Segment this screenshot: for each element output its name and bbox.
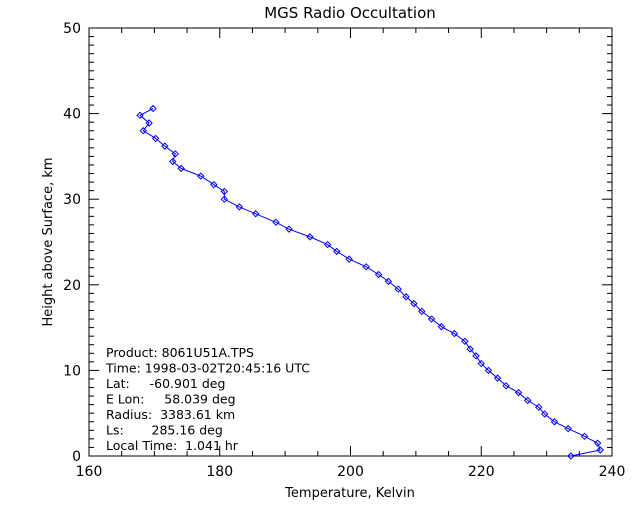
data-point <box>384 277 393 286</box>
data-point <box>523 396 532 405</box>
x-tick-label: 240 <box>599 464 626 480</box>
data-point <box>362 263 370 271</box>
data-point <box>161 142 169 150</box>
data-point <box>593 439 602 447</box>
y-tick-label: 0 <box>72 449 81 465</box>
data-point <box>151 134 160 143</box>
data-point <box>410 299 418 308</box>
y-tick-label: 10 <box>63 363 81 379</box>
info-annotation: Time: 1998-03-02T20:45:16 UTC <box>105 361 310 376</box>
data-point <box>418 307 426 316</box>
data-point <box>272 218 280 227</box>
data-point <box>402 293 410 301</box>
data-point <box>251 210 260 218</box>
data-point <box>220 195 229 203</box>
data-point <box>306 233 314 241</box>
data-point <box>149 104 157 113</box>
data-point <box>450 329 459 338</box>
info-annotation: Local Time: 1.041 hr <box>106 438 239 453</box>
x-tick-label: 180 <box>206 464 233 480</box>
data-point <box>285 225 293 233</box>
x-tick-label: 200 <box>337 464 364 480</box>
y-axis-label: Height above Surface, km <box>41 157 56 326</box>
data-point <box>596 446 604 454</box>
data-point <box>477 359 485 368</box>
data-point <box>502 382 510 390</box>
data-point <box>177 164 185 173</box>
data-point <box>567 452 575 460</box>
data-point <box>136 111 144 120</box>
chart-title: MGS Radio Occultation <box>264 4 436 22</box>
data-point <box>466 345 474 353</box>
info-annotation: E Lon: 58.039 deg <box>106 392 236 407</box>
data-point <box>333 247 341 256</box>
data-point <box>550 418 559 426</box>
data-point <box>427 315 436 323</box>
data-point <box>168 157 177 166</box>
data-point <box>197 172 205 180</box>
data-point <box>540 410 549 418</box>
data-point <box>220 187 229 196</box>
x-tick-label: 220 <box>468 464 495 480</box>
data-point <box>514 388 523 397</box>
data-point <box>345 255 353 263</box>
data-point <box>323 240 332 249</box>
data-point <box>484 366 493 375</box>
info-annotation: Lat: -60.901 deg <box>106 376 225 391</box>
x-tick-label: 160 <box>76 464 103 480</box>
data-point <box>374 270 383 279</box>
data-point <box>171 150 180 158</box>
y-tick-label: 30 <box>63 192 81 208</box>
data-point <box>564 424 572 433</box>
data-point <box>394 285 402 293</box>
data-point <box>535 403 543 411</box>
data-point <box>235 203 244 211</box>
data-point <box>210 180 218 189</box>
data-point <box>493 374 502 382</box>
y-tick-label: 40 <box>63 107 81 123</box>
info-annotation: Product: 8061U51A.TPS <box>106 345 254 360</box>
y-tick-label: 20 <box>63 278 81 294</box>
info-annotation: Ls: 285.16 deg <box>106 423 223 438</box>
info-annotation: Radius: 3383.61 km <box>106 407 235 422</box>
data-point <box>145 119 153 127</box>
data-point <box>139 127 147 135</box>
data-point <box>472 352 480 360</box>
data-point <box>461 337 469 346</box>
data-point <box>580 432 589 441</box>
x-axis-label: Temperature, Kelvin <box>284 486 415 501</box>
y-tick-label: 50 <box>63 21 81 37</box>
data-point <box>437 323 446 331</box>
